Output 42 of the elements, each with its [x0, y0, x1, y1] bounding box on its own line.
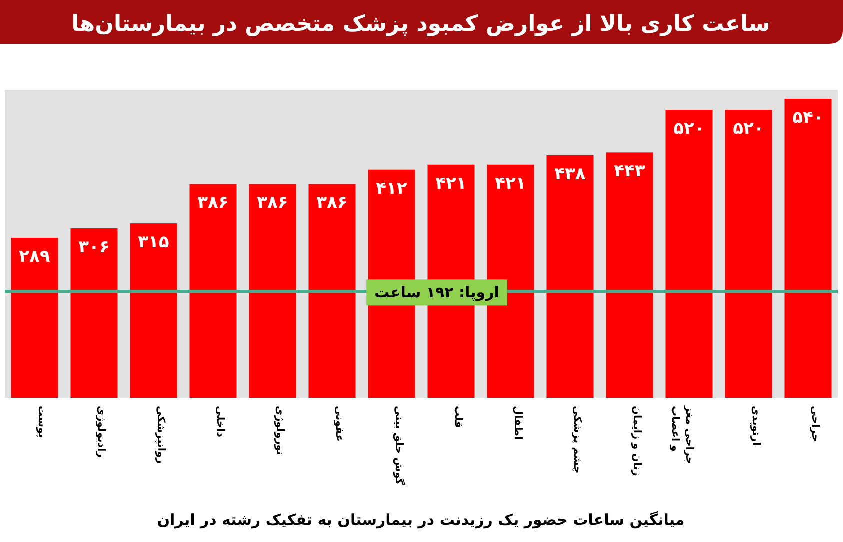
data-label: ۲۸۹ — [19, 246, 51, 267]
x-tick-label: جراحی مغز و اعصاب — [669, 405, 696, 465]
x-tick-label: رادیولوژی — [95, 406, 108, 458]
bar — [666, 110, 713, 398]
bar — [249, 184, 296, 398]
x-tick-label: جراحی — [809, 406, 822, 442]
x-tick-label: گوش حلق بینی — [392, 406, 406, 486]
data-label: ۵۴۰ — [792, 108, 824, 128]
bar — [725, 110, 772, 398]
bar — [784, 98, 832, 398]
data-label: ۳۸۶ — [316, 193, 348, 214]
x-tick-label: داخلی — [214, 406, 226, 438]
data-label: ۳۰۶ — [78, 238, 110, 258]
chart-title: ساعت کاری بالا از عوارض کمبود پزشک متخصص در بیمارستان‌ها — [72, 12, 770, 37]
bar — [546, 155, 594, 398]
x-tick-label: قلب — [452, 406, 464, 428]
bar — [11, 238, 58, 398]
bar — [606, 152, 654, 398]
x-tick-label: روانپزشکی — [154, 406, 167, 464]
bar — [308, 184, 356, 398]
data-label: ۴۱۲ — [376, 178, 408, 199]
bar — [70, 228, 118, 398]
x-axis-title: میانگین ساعات حضور یک رزیدنت در بیمارستان به تفکیک رشته در ایران — [157, 511, 685, 529]
bar — [130, 224, 178, 398]
data-label: ۴۲۱ — [495, 174, 526, 194]
data-label: ۴۳۸ — [554, 164, 586, 184]
x-tick-label: زنان و زایمان — [630, 406, 643, 476]
x-tick-label: ارتوپدی — [750, 406, 762, 446]
x-tick-label: چشم پزشکی — [571, 406, 584, 474]
bar — [190, 184, 237, 398]
data-label: ۳۱۵ — [138, 232, 170, 253]
data-label: ۴۲۱ — [436, 174, 467, 194]
x-tick-label: پوست — [36, 406, 48, 438]
x-tick-label: نورولوژی — [274, 406, 286, 456]
x-tick-label: اطفال — [512, 406, 524, 440]
x-tick-label: عفونی — [333, 406, 346, 442]
data-label: ۵۲۰ — [733, 119, 764, 140]
data-label: ۵۲۰ — [674, 119, 705, 140]
data-label: ۳۸۶ — [257, 193, 288, 214]
ref-line-label: اروپا: ۱۹۲ ساعت — [374, 284, 500, 302]
data-label: ۳۸۶ — [198, 193, 229, 214]
data-label: ۴۴۳ — [614, 162, 646, 182]
